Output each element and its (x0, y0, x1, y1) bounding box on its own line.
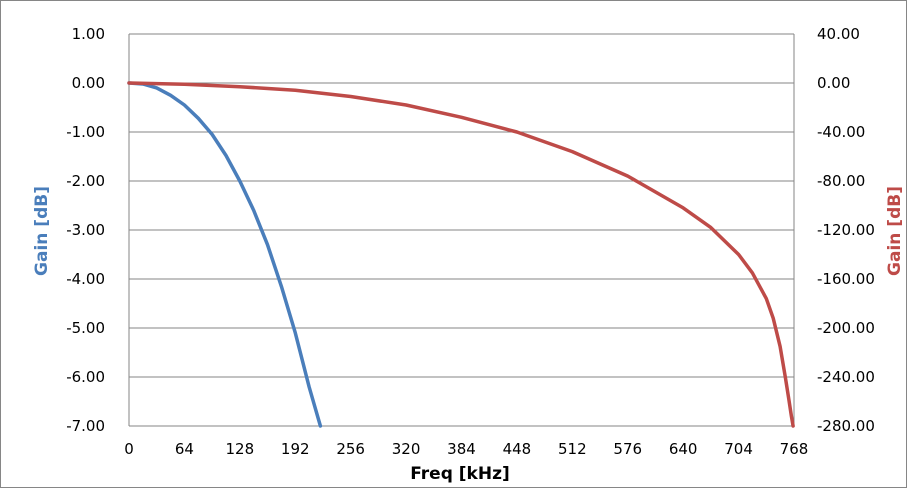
x-tick-label: 128 (226, 440, 255, 458)
right-y-tick-label: -40.00 (817, 123, 865, 141)
x-tick-label: 320 (392, 440, 421, 458)
blue-gain-line (127, 81, 323, 428)
left-y-axis-title: Gain [dB] (32, 186, 52, 276)
x-tick-labels: 0 64 128 192 256 320 384 448 512 576 640 704 768 (124, 440, 808, 458)
left-y-tick-label: -4.00 (66, 270, 105, 288)
right-y-tick-label: -200.00 (817, 319, 875, 337)
right-y-tick-label: -240.00 (817, 368, 875, 386)
x-tick-label: 704 (724, 440, 753, 458)
right-y-tick-label: -80.00 (817, 172, 865, 190)
x-tick-label: 0 (124, 440, 134, 458)
red-gain-line (127, 81, 795, 428)
right-y-tick-label: 40.00 (817, 25, 860, 43)
right-y-axis-title: Gain [dB] (885, 186, 905, 276)
left-y-tick-label: -1.00 (66, 123, 105, 141)
left-y-tick-labels: 1.00 0.00 -1.00 -2.00 -3.00 -4.00 -5.00 -6.00 -7… (66, 25, 105, 435)
x-tick-label: 640 (669, 440, 698, 458)
right-y-tick-label: -160.00 (817, 270, 875, 288)
left-y-tick-label: -5.00 (66, 319, 105, 337)
grid-lines (128, 33, 795, 427)
left-y-tick-label: -7.00 (66, 417, 105, 435)
right-y-tick-label: 0.00 (817, 74, 850, 92)
left-y-tick-label: 1.00 (72, 25, 105, 43)
x-tick-label: 64 (175, 440, 194, 458)
x-axis-title: Freq [kHz] (410, 464, 510, 484)
x-tick-label: 768 (780, 440, 809, 458)
left-y-tick-label: -2.00 (66, 172, 105, 190)
x-tick-label: 448 (503, 440, 532, 458)
left-y-tick-label: -3.00 (66, 221, 105, 239)
right-y-tick-label: -280.00 (817, 417, 875, 435)
x-tick-label: 512 (558, 440, 587, 458)
x-tick-label: 192 (281, 440, 310, 458)
left-y-tick-label: -6.00 (66, 368, 105, 386)
x-tick-label: 256 (336, 440, 365, 458)
left-y-tick-label: 0.00 (72, 74, 105, 92)
right-y-tick-labels: 40.00 0.00 -40.00 -80.00 -120.00 -160.00 -200.… (817, 25, 875, 435)
series-lines (127, 81, 795, 428)
right-y-tick-label: -120.00 (817, 221, 875, 239)
x-tick-label: 576 (613, 440, 642, 458)
x-tick-label: 384 (447, 440, 476, 458)
